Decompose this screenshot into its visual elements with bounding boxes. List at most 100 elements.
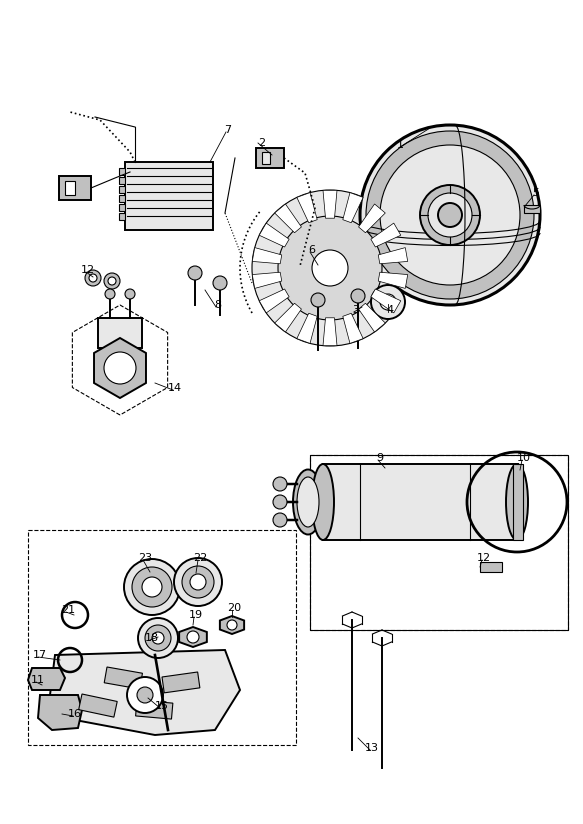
Bar — [119, 186, 125, 193]
Bar — [119, 168, 125, 175]
Circle shape — [312, 250, 348, 286]
Polygon shape — [297, 193, 317, 222]
Ellipse shape — [312, 464, 334, 540]
Ellipse shape — [293, 470, 323, 535]
Text: 12: 12 — [81, 265, 95, 275]
Polygon shape — [524, 205, 540, 213]
Polygon shape — [275, 204, 301, 232]
Circle shape — [273, 495, 287, 509]
Text: 22: 22 — [193, 553, 207, 563]
Circle shape — [105, 289, 115, 299]
Polygon shape — [378, 247, 408, 264]
Polygon shape — [359, 204, 385, 232]
Bar — [65, 181, 75, 195]
Text: 3: 3 — [353, 305, 360, 315]
Text: 16: 16 — [68, 709, 82, 719]
Polygon shape — [259, 223, 289, 247]
Polygon shape — [371, 223, 401, 247]
Text: 10: 10 — [517, 453, 531, 463]
Bar — [28, 530, 296, 745]
Text: 15: 15 — [155, 701, 169, 711]
Circle shape — [213, 276, 227, 290]
Polygon shape — [38, 695, 82, 730]
Ellipse shape — [506, 464, 528, 540]
Bar — [480, 562, 502, 572]
Circle shape — [124, 559, 180, 615]
Circle shape — [142, 577, 162, 597]
Bar — [59, 176, 91, 200]
Polygon shape — [343, 313, 363, 344]
Text: 12: 12 — [477, 553, 491, 563]
Bar — [310, 455, 568, 630]
Text: 6: 6 — [308, 245, 315, 255]
Bar — [119, 177, 125, 184]
Text: 2: 2 — [258, 138, 266, 148]
Circle shape — [138, 618, 178, 658]
Bar — [136, 700, 173, 719]
Circle shape — [190, 574, 206, 590]
Circle shape — [351, 289, 365, 303]
Polygon shape — [323, 190, 337, 218]
Circle shape — [366, 131, 534, 299]
Circle shape — [137, 687, 153, 703]
Bar — [323, 464, 518, 540]
Bar — [310, 455, 568, 630]
Circle shape — [187, 631, 199, 643]
Polygon shape — [252, 272, 282, 288]
Circle shape — [108, 277, 116, 285]
Text: 8: 8 — [215, 300, 222, 310]
Polygon shape — [359, 303, 385, 332]
Bar — [513, 464, 523, 540]
Polygon shape — [179, 627, 207, 647]
Polygon shape — [252, 247, 282, 264]
Circle shape — [145, 625, 171, 651]
Polygon shape — [371, 289, 401, 313]
Bar — [262, 152, 270, 164]
Polygon shape — [50, 650, 240, 735]
Text: 7: 7 — [224, 125, 231, 135]
Circle shape — [428, 193, 472, 237]
Circle shape — [420, 185, 480, 245]
Circle shape — [125, 289, 135, 299]
Bar — [125, 162, 213, 230]
Polygon shape — [28, 668, 65, 690]
Circle shape — [85, 270, 101, 286]
Polygon shape — [323, 318, 337, 346]
Circle shape — [132, 567, 172, 607]
Ellipse shape — [297, 477, 319, 527]
Circle shape — [438, 203, 462, 227]
Text: 13: 13 — [365, 743, 379, 753]
Polygon shape — [297, 313, 317, 344]
Circle shape — [380, 145, 520, 285]
Circle shape — [227, 620, 237, 630]
Text: 21: 21 — [61, 605, 75, 615]
Circle shape — [252, 190, 408, 346]
Bar — [162, 672, 200, 693]
Text: 11: 11 — [31, 675, 45, 685]
Circle shape — [371, 285, 405, 319]
Circle shape — [273, 513, 287, 527]
Text: 17: 17 — [33, 650, 47, 660]
Polygon shape — [220, 616, 244, 634]
Text: 1: 1 — [396, 140, 403, 150]
Circle shape — [104, 352, 136, 384]
Polygon shape — [343, 193, 363, 222]
Circle shape — [380, 294, 396, 310]
Circle shape — [188, 266, 202, 280]
Text: 14: 14 — [168, 383, 182, 393]
Text: 9: 9 — [377, 453, 384, 463]
Circle shape — [174, 558, 222, 606]
Text: 4: 4 — [387, 305, 394, 315]
Bar — [119, 204, 125, 211]
Polygon shape — [378, 272, 408, 288]
Text: 5: 5 — [532, 188, 539, 198]
Circle shape — [182, 566, 214, 598]
Bar — [256, 148, 284, 168]
Polygon shape — [259, 289, 289, 313]
Bar — [119, 213, 125, 220]
Text: 18: 18 — [145, 633, 159, 643]
Circle shape — [127, 677, 163, 713]
Polygon shape — [94, 338, 146, 398]
Circle shape — [273, 477, 287, 491]
Text: 20: 20 — [227, 603, 241, 613]
